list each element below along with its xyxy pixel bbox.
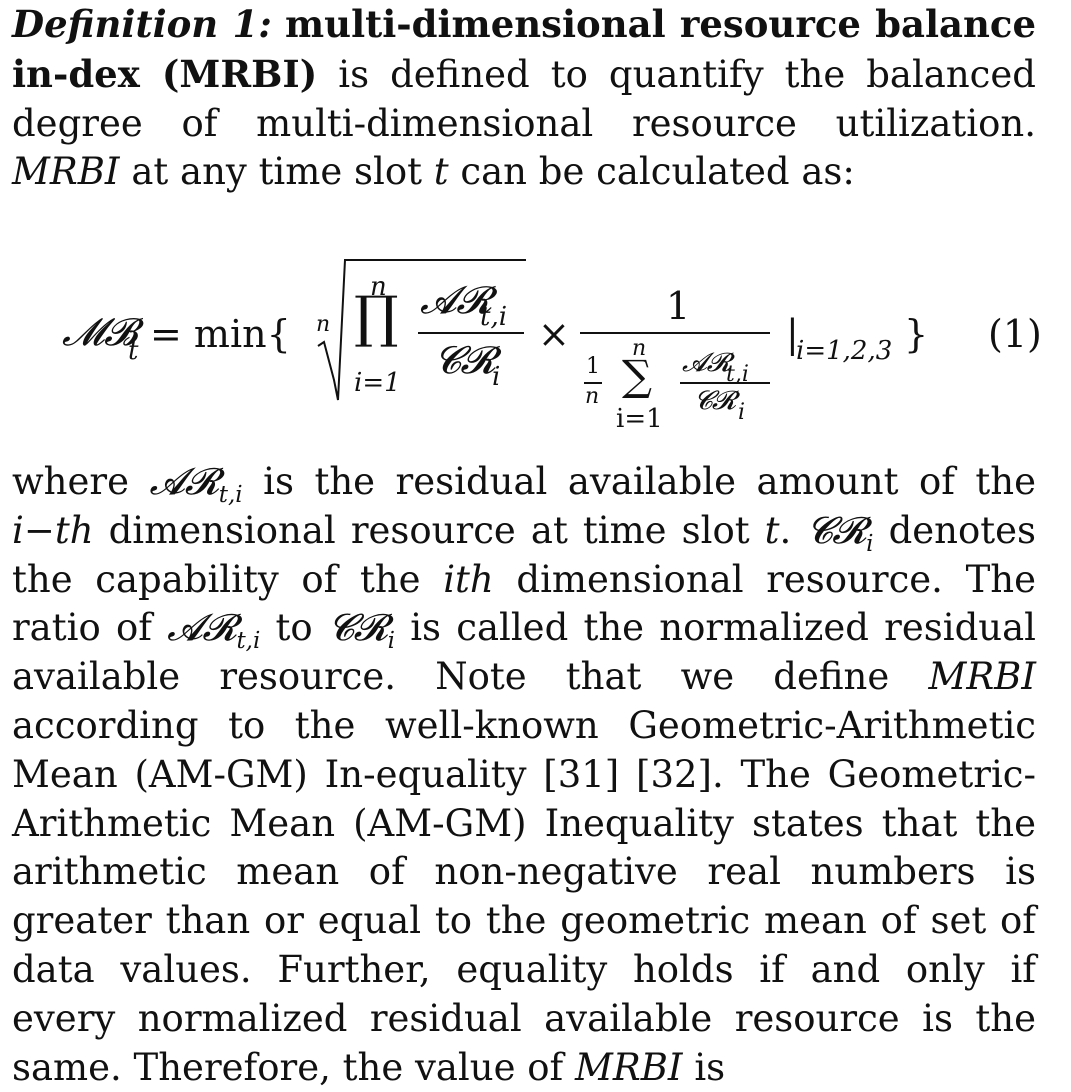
definition-text-3: can be calculated as: xyxy=(448,150,855,194)
eq-prod-lower: i=1 xyxy=(354,368,401,398)
eq-times: × xyxy=(538,312,570,356)
eq-cond: i=1,2,3 xyxy=(796,336,893,366)
body-ith: ith xyxy=(443,557,494,601)
body-text-8: is called the normalized residual availa… xyxy=(12,606,1036,699)
eq-inner-one: 1 xyxy=(586,354,600,379)
body-ith-dash: i−th xyxy=(12,508,94,552)
body-text-1: where xyxy=(12,460,150,503)
eq-sum-icon: ∑ xyxy=(622,351,652,400)
body-cr: 𝓒𝓡 xyxy=(806,508,867,552)
body-text-4: . xyxy=(779,508,807,552)
eq-frac2-num: 1 xyxy=(666,284,691,328)
body-ar-2-sub: t,i xyxy=(236,628,261,655)
body-text-6: dimensional resource. The ratio of xyxy=(12,557,1036,650)
eq-inner-frac-bar xyxy=(680,382,770,384)
eq-inner-bar xyxy=(584,382,602,384)
body-text-7: to xyxy=(260,606,328,650)
eq-inner-den-sub: i xyxy=(738,400,746,425)
eq-inner-n: n xyxy=(585,384,600,409)
eq-frac1-num: 𝓐𝓡 xyxy=(420,278,492,322)
definition-text-2: at any time slot xyxy=(119,150,434,194)
definition-paragraph: Definition 1: multi-dimensional resource… xyxy=(12,0,1036,197)
definition-label: Definition 1: xyxy=(12,2,272,46)
definition-t: t xyxy=(433,150,449,194)
body-ar-sub: t,i xyxy=(218,482,243,509)
body-ar: 𝓐𝓡 xyxy=(149,460,219,503)
definition-text-1: is defined to quantify the balanced degr… xyxy=(12,52,1036,145)
eq-frac1-den-sub: i xyxy=(492,362,501,392)
body-text-2: is the residual available amount of the xyxy=(242,460,1037,503)
body-ar-2: 𝓐𝓡 xyxy=(167,606,237,650)
body-cr-2-sub: i xyxy=(387,628,395,655)
body-mrbi-1: MRBI xyxy=(928,655,1036,699)
definition-term: multi-dimensional resource balance in-de… xyxy=(12,2,1036,96)
eq-frac1-num-sub: t,i xyxy=(480,302,508,332)
equation-number: (1) xyxy=(988,312,1042,356)
body-cr-sub: i xyxy=(866,530,874,557)
definition-mrbi: MRBI xyxy=(12,150,120,194)
body-text-3: dimensional resource at time slot xyxy=(93,508,765,552)
body-text-5: denotes the capability of the xyxy=(12,508,1037,601)
body-text-9: according to the well-known Geometric-Ar… xyxy=(12,703,1036,1089)
eq-root-index: n xyxy=(316,312,331,337)
eq-cond-bar: | xyxy=(786,312,799,356)
body-cr-2: 𝓒𝓡 xyxy=(327,606,388,650)
body-paragraph: where 𝓐𝓡t,i is the residual available am… xyxy=(12,458,1036,1092)
eq-prod-icon: ∏ xyxy=(354,285,399,350)
eq-lhs-sub: t xyxy=(128,336,139,366)
body-text-10: is xyxy=(682,1045,726,1089)
eq-close-brace: } xyxy=(904,312,929,356)
eq-frac1-bar xyxy=(418,332,524,334)
eq-prod-upper: n xyxy=(370,272,387,302)
equation-1: 𝓜𝓑 t = min{ n n ∏ i=1 𝓐𝓡 t,i 𝓒𝓡 i × 1 1 … xyxy=(0,250,1071,450)
eq-lhs-symbol: 𝓜𝓑 xyxy=(62,310,138,354)
eq-sum-upper: n xyxy=(632,336,647,361)
eq-inner-num-sub: t,i xyxy=(726,362,749,387)
radical-sign-icon xyxy=(317,259,526,401)
eq-equals-min: = min{ xyxy=(150,312,291,356)
eq-inner-num: 𝓐𝓡 xyxy=(682,348,731,378)
body-t: t xyxy=(764,508,780,552)
eq-inner-den: 𝓒𝓡 xyxy=(694,386,736,416)
body-mrbi-2: MRBI xyxy=(575,1045,683,1089)
eq-frac2-bar xyxy=(580,332,770,334)
eq-sum-lower: i=1 xyxy=(616,404,663,434)
eq-frac1-den: 𝓒𝓡 xyxy=(434,338,496,382)
